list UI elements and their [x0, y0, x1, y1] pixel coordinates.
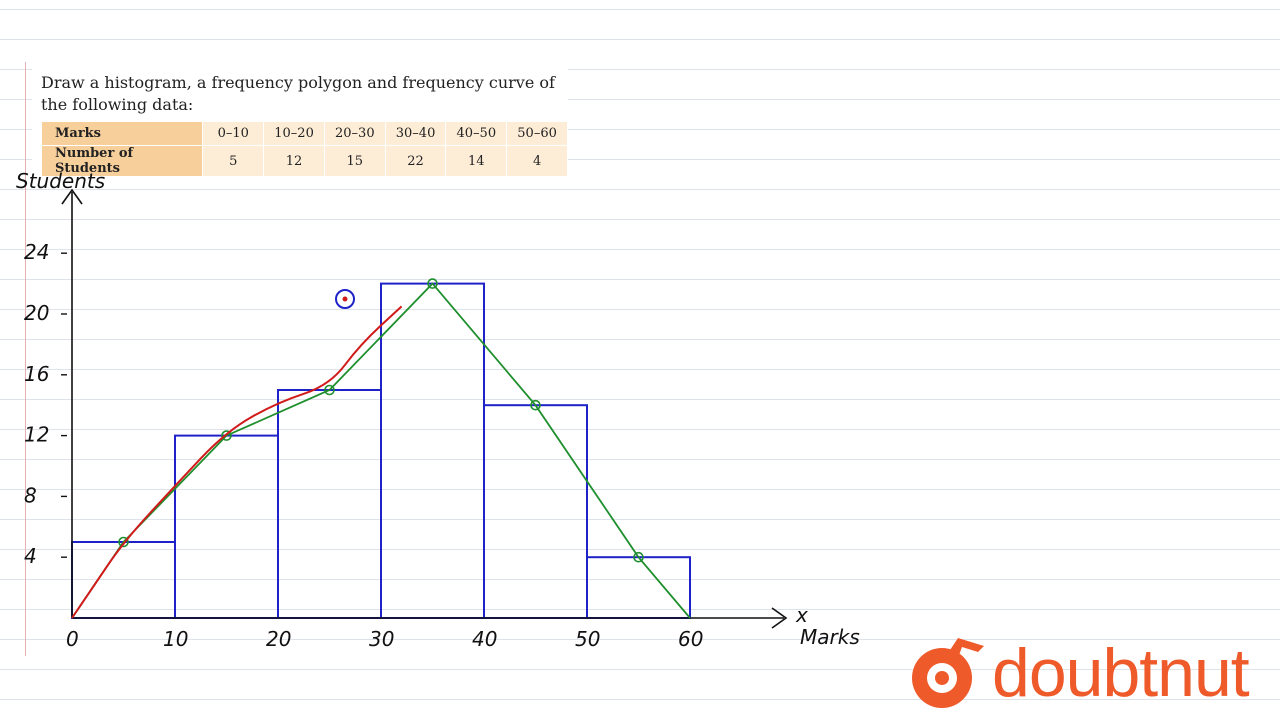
table-cell-class: 40–50 — [445, 121, 508, 146]
x-tick-label: 30 — [369, 627, 394, 651]
table-cell-class: 50–60 — [506, 121, 568, 146]
x-tick-label: 20 — [266, 627, 291, 651]
doubtnut-logo-icon — [912, 638, 984, 708]
frequency-table: Marks 0–10 10–20 20–30 30–40 40–50 50–60… — [40, 121, 568, 177]
y-tick-label: 16 — [24, 362, 49, 386]
x-tick-label: 40 — [472, 627, 497, 651]
frequency-polygon-point — [324, 384, 335, 396]
question-panel: Draw a histogram, a frequency polygon an… — [32, 66, 568, 177]
histogram-bar — [483, 404, 588, 620]
x-axis-title: Marks — [800, 625, 860, 649]
x-axis-arrow — [771, 607, 788, 629]
x-tick-label: 60 — [678, 627, 703, 651]
table-cell-frequency: 12 — [263, 145, 325, 177]
frequency-polygon-point — [530, 399, 541, 411]
table-header-students: Number of Students — [40, 145, 204, 177]
frequency-polygon-point — [633, 551, 644, 563]
histogram-bar — [174, 434, 279, 619]
y-tick-label: 12 — [24, 423, 49, 447]
x-tick-label: 10 — [163, 627, 188, 651]
table-cell-class: 0–10 — [202, 121, 265, 146]
table-cell-class: 10–20 — [263, 121, 325, 146]
frequency-polygon-point — [221, 430, 232, 441]
y-tick-label: 20 — [24, 301, 49, 325]
doubtnut-wordmark: doubtnut — [992, 635, 1250, 711]
y-tick-label: 8 — [24, 483, 37, 507]
cursor-highlight-circle — [335, 289, 355, 309]
table-cell-frequency: 15 — [323, 145, 386, 177]
table-row-students: Number of Students 5 12 15 22 14 4 — [40, 145, 568, 177]
table-cell-frequency: 22 — [384, 145, 447, 177]
y-tick-label: 24 — [24, 240, 49, 264]
table-cell-frequency: 5 — [202, 145, 265, 177]
table-cell-class: 20–30 — [323, 121, 386, 146]
frequency-polygon-point — [118, 536, 129, 548]
y-axis-arrow — [61, 188, 83, 205]
x-tick-label: 50 — [575, 627, 600, 651]
histogram-bar — [380, 282, 485, 619]
table-cell-frequency: 4 — [506, 145, 568, 177]
margin-line — [25, 62, 26, 656]
table-cell-frequency: 14 — [445, 145, 508, 177]
y-axis-title: Students — [16, 169, 105, 193]
frequency-curve-line — [71, 305, 403, 619]
doubtnut-logo: doubtnut — [906, 632, 1276, 712]
table-row-marks: Marks 0–10 10–20 20–30 30–40 40–50 50–60 — [40, 121, 568, 146]
y-tick-label: 4 — [24, 544, 37, 568]
cursor-dot — [342, 296, 348, 302]
histogram-bar — [71, 541, 176, 619]
x-tick-label: 0 — [66, 627, 79, 651]
question-text: Draw a histogram, a frequency polygon an… — [41, 73, 555, 114]
histogram-bar — [277, 389, 382, 619]
histogram-bar — [586, 556, 691, 620]
frequency-polygon-point — [427, 278, 438, 289]
x-axis-symbol: x — [795, 603, 808, 627]
